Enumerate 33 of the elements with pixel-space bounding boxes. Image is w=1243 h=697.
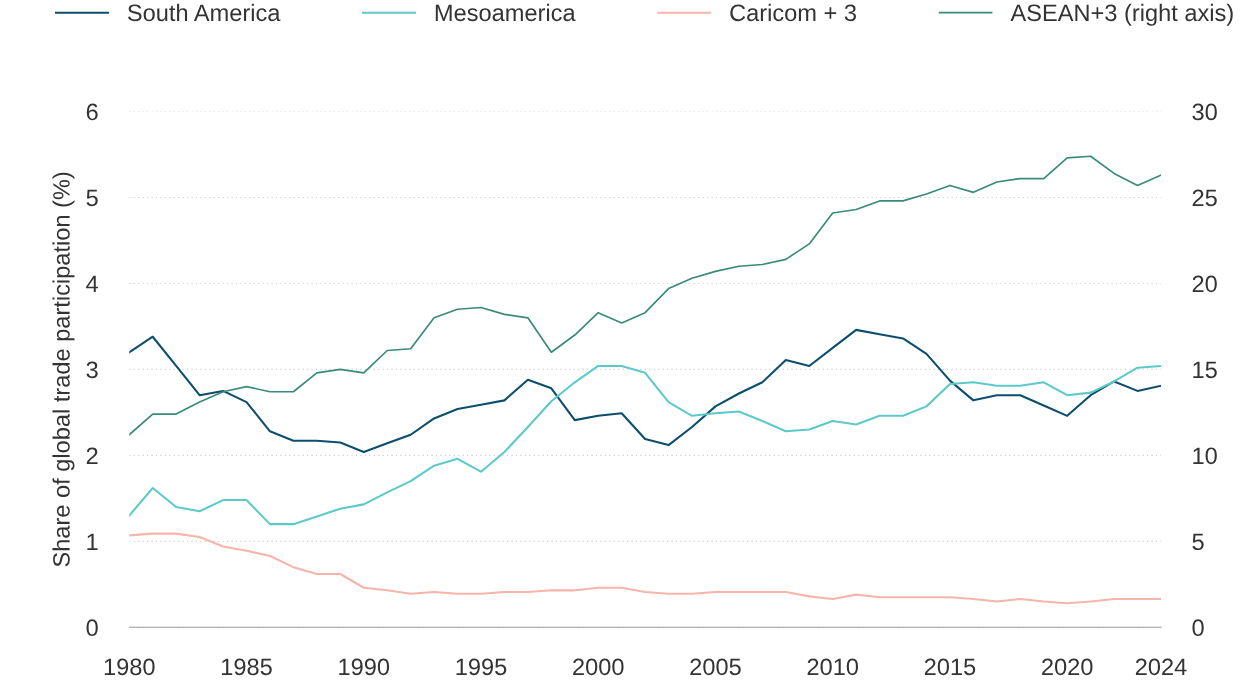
legend-label: Mesoamerica — [435, 3, 576, 22]
x-tick-label: 2020 — [1042, 658, 1093, 676]
x-tick-label: 2015 — [924, 658, 976, 676]
x-tick-label: 1980 — [104, 658, 155, 676]
x-tick-label: 2024 — [1135, 658, 1187, 676]
x-tick-label: 2000 — [573, 658, 624, 676]
legend-label: ASEAN+3 (right axis) — [1010, 3, 1233, 26]
x-tick-label: 2010 — [807, 658, 859, 676]
y2-tick-label: 20 — [1192, 275, 1217, 293]
y2-tick-label: 25 — [1192, 189, 1217, 207]
y-tick-label: 3 — [86, 361, 98, 379]
y-tick-label: 5 — [86, 189, 98, 207]
y2-tick-label: 30 — [1192, 103, 1217, 121]
x-tick-label: 1995 — [456, 658, 507, 676]
y-tick-label: 6 — [86, 103, 98, 121]
line-series — [129, 328, 1161, 453]
legend-label: South America — [127, 3, 281, 22]
y-tick-label: 0 — [86, 619, 98, 637]
line-series — [129, 155, 1161, 436]
y-tick-label: 4 — [86, 275, 99, 292]
y2-tick-label: 5 — [1192, 533, 1204, 551]
y2-tick-label: 15 — [1193, 361, 1217, 379]
legend-label: Caricom + 3 — [730, 3, 856, 22]
y-tick-label: 1 — [87, 533, 98, 550]
y-axis-title: Share of global trade participation (%) — [52, 172, 75, 567]
line-series — [129, 364, 1161, 526]
line-series — [129, 532, 1161, 605]
y2-tick-label: 0 — [1192, 619, 1204, 637]
y-tick-label: 2 — [86, 447, 98, 464]
x-tick-label: 1990 — [339, 658, 390, 676]
x-tick-label: 2005 — [690, 658, 741, 676]
y2-tick-label: 10 — [1193, 447, 1217, 465]
x-tick-label: 1985 — [222, 658, 272, 676]
